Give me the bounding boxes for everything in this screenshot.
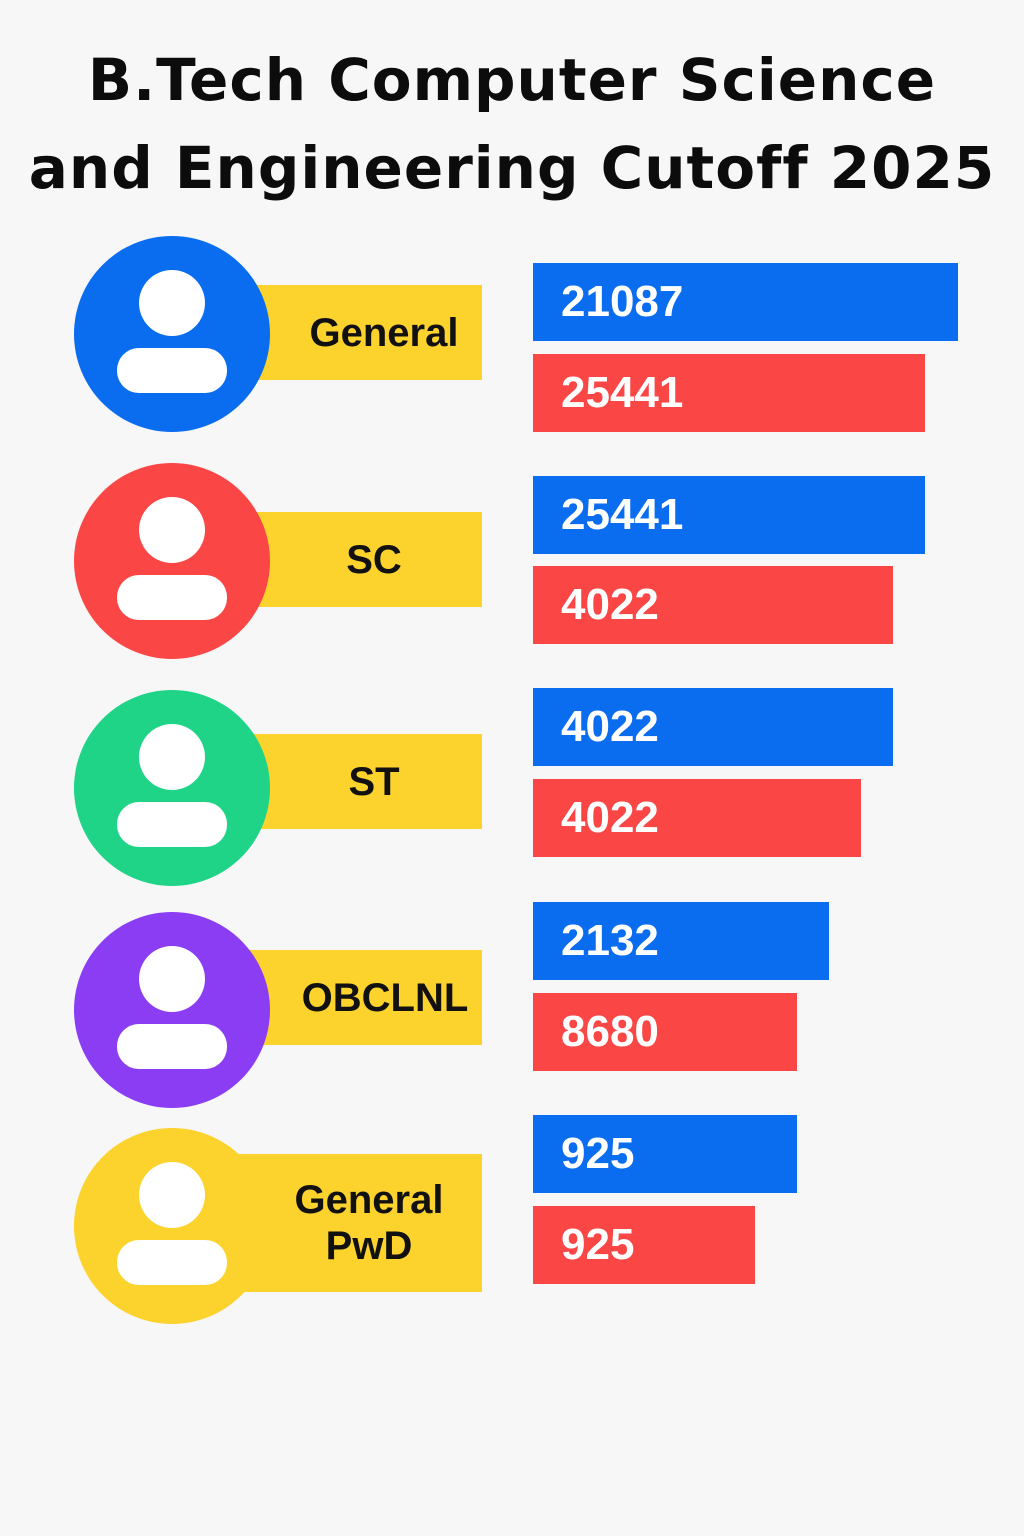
bar-blue: 2132 — [533, 902, 829, 980]
user-avatar-icon — [74, 236, 270, 432]
category-label-box: SC — [236, 512, 482, 607]
bar-red: 4022 — [533, 566, 893, 644]
bar-red: 8680 — [533, 993, 797, 1071]
category-label-line-1: General — [294, 1178, 444, 1222]
bar-blue: 4022 — [533, 688, 893, 766]
category-label-box: ST — [236, 734, 482, 829]
user-avatar-icon — [74, 912, 270, 1108]
category-label-box: General PwD — [236, 1154, 482, 1292]
category-label: General PwD — [275, 1177, 444, 1269]
bar-blue: 925 — [533, 1115, 797, 1193]
user-avatar-icon — [74, 690, 270, 886]
bar-value-label: 925 — [561, 1129, 635, 1178]
bar-value-label: 2132 — [561, 916, 659, 965]
bar-value-label: 925 — [561, 1220, 635, 1269]
bar-value-label: 25441 — [561, 368, 684, 417]
bar-value-label: 21087 — [561, 277, 684, 326]
category-label-line-2: PwD — [325, 1224, 413, 1268]
bar-blue: 21087 — [533, 263, 958, 341]
bar-value-label: 8680 — [561, 1007, 659, 1056]
bar-value-label: 4022 — [561, 580, 659, 629]
chart-title: B.Tech Computer Science and Engineering … — [0, 36, 1024, 212]
category-label-box: General — [236, 285, 482, 380]
bar-red: 25441 — [533, 354, 925, 432]
bar-red: 925 — [533, 1206, 755, 1284]
category-label: OBCLNL — [301, 975, 469, 1020]
category-label: ST — [348, 759, 400, 804]
bar-value-label: 25441 — [561, 490, 684, 539]
chart-title-line-2: and Engineering Cutoff 2025 — [28, 134, 996, 202]
category-label: General — [309, 310, 459, 355]
bar-value-label: 4022 — [561, 702, 659, 751]
user-avatar-icon — [74, 1128, 270, 1324]
chart-title-line-1: B.Tech Computer Science — [87, 46, 937, 114]
user-avatar-icon — [74, 463, 270, 659]
bar-blue: 25441 — [533, 476, 925, 554]
category-label-box: OBCLNL — [236, 950, 482, 1045]
bar-value-label: 4022 — [561, 793, 659, 842]
bar-red: 4022 — [533, 779, 861, 857]
category-label: SC — [346, 537, 402, 582]
